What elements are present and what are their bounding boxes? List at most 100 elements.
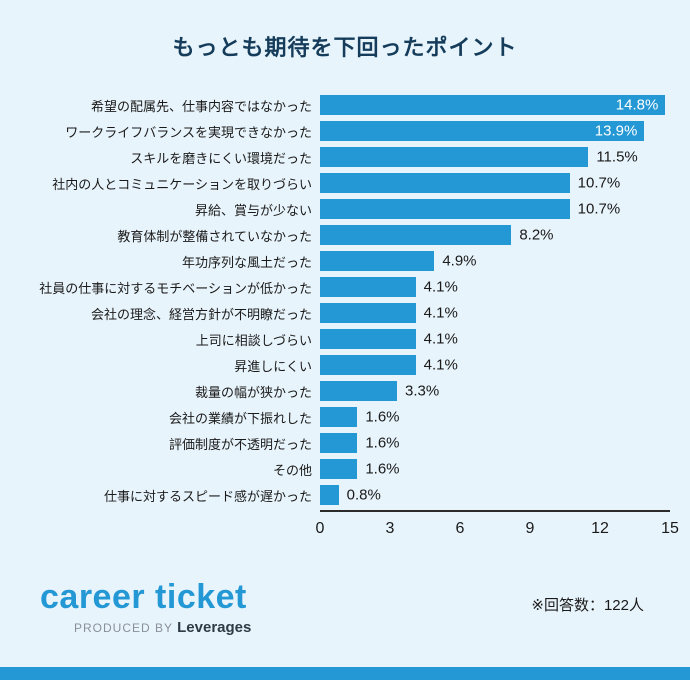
x-tick-label: 9 xyxy=(525,520,535,537)
value-label: 1.6% xyxy=(365,408,400,426)
category-label: 年功序列な風土だった xyxy=(181,254,312,270)
category-label: 教育体制が整備されていなかった xyxy=(117,228,312,244)
bar xyxy=(320,173,570,193)
category-label: 会社の業績が下振れした xyxy=(168,410,312,426)
value-label: 14.8% xyxy=(615,96,659,114)
chart-row: スキルを磨きにくい環境だった 11.5% xyxy=(8,144,670,170)
bar-track: 10.7% xyxy=(320,199,670,219)
chart-row: 社内の人とコミュニケーションを取りづらい 10.7% xyxy=(8,170,670,196)
bar xyxy=(320,433,358,453)
bar-track: 4.1% xyxy=(320,329,670,349)
chart-row: 仕事に対するスピード感が遅かった 0.8% xyxy=(8,482,670,508)
bar xyxy=(320,407,358,427)
bar xyxy=(320,277,416,297)
bar-track: 8.2% xyxy=(320,225,670,245)
category-label: 昇進しにくい xyxy=(234,358,312,374)
bar-track: 1.6% xyxy=(320,459,670,479)
category-label: 上司に相談しづらい xyxy=(195,332,312,348)
bar xyxy=(320,355,416,375)
category-label: 昇給、賞与が少ない xyxy=(194,202,312,218)
value-label: 3.3% xyxy=(405,382,440,400)
chart-row: 評価制度が不透明だった 1.6% xyxy=(8,430,670,456)
category-label: ワークライフバランスを実現できなかった xyxy=(65,124,312,140)
x-tick-label: 0 xyxy=(315,520,325,537)
bar-track: 14.8% xyxy=(320,95,670,115)
bar-chart: 希望の配属先、仕事内容ではなかった 14.8% ワークライフバランスを実現できなかっ… xyxy=(8,92,679,546)
x-tick-label: 15 xyxy=(661,520,679,537)
bar xyxy=(320,225,512,245)
value-label: 10.7% xyxy=(577,174,621,192)
career-ticket-logo: career ticket PRODUCED BY Leverages xyxy=(40,580,251,635)
category-label: 社内の人とコミュニケーションを取りづらい xyxy=(52,176,312,192)
chart-row: 裁量の幅が狭かった 3.3% xyxy=(8,378,670,404)
bar-track: 13.9% xyxy=(320,121,670,141)
bar-track: 0.8% xyxy=(320,485,670,505)
bar xyxy=(320,329,416,349)
chart-row: その他 1.6% xyxy=(8,456,670,482)
value-label: 8.2% xyxy=(519,226,554,244)
chart-rows: 希望の配属先、仕事内容ではなかった 14.8% ワークライフバランスを実現できなかっ… xyxy=(8,92,670,508)
bar-track: 11.5% xyxy=(320,147,670,167)
value-label: 10.7% xyxy=(577,200,621,218)
bar xyxy=(320,381,397,401)
bar xyxy=(320,459,358,479)
category-label: 評価制度が不透明だった xyxy=(168,436,312,452)
x-axis: 0 3 6 9 12 15 xyxy=(316,510,679,546)
chart-row: 社員の仕事に対するモチベーションが低かった 4.1% xyxy=(8,274,670,300)
value-label: 0.8% xyxy=(346,486,381,504)
category-label: 仕事に対するスピード感が遅かった xyxy=(103,488,312,504)
category-label: その他 xyxy=(272,462,312,478)
chart-row: 会社の理念、経営方針が不明瞭だった 4.1% xyxy=(8,300,670,326)
bar xyxy=(320,147,589,167)
value-label: 4.1% xyxy=(423,304,458,322)
x-axis-row: 0 3 6 9 12 15 xyxy=(8,510,679,546)
bar: 13.9% xyxy=(320,121,645,141)
logo-subtext: PRODUCED BY Leverages xyxy=(40,620,251,635)
axis-spacer xyxy=(8,510,320,546)
value-label: 4.1% xyxy=(423,356,458,374)
bar-track: 4.9% xyxy=(320,251,670,271)
value-label: 13.9% xyxy=(594,122,638,140)
chart-row: 昇進しにくい 4.1% xyxy=(8,352,670,378)
bar-track: 4.1% xyxy=(320,277,670,297)
x-tick-label: 3 xyxy=(385,520,395,537)
category-label: 社員の仕事に対するモチベーションが低かった xyxy=(39,280,312,296)
category-label: 希望の配属先、仕事内容ではなかった xyxy=(90,98,312,114)
category-label: スキルを磨きにくい環境だった xyxy=(130,150,312,166)
logo-text: career ticket xyxy=(40,578,247,616)
bar-track: 4.1% xyxy=(320,303,670,323)
value-label: 4.1% xyxy=(423,330,458,348)
bottom-accent-strip xyxy=(0,667,690,680)
x-tick-label: 12 xyxy=(591,520,609,537)
chart-row: 昇給、賞与が少ない 10.7% xyxy=(8,196,670,222)
bar xyxy=(320,303,416,323)
category-label: 会社の理念、経営方針が不明瞭だった xyxy=(90,306,312,322)
value-label: 4.1% xyxy=(423,278,458,296)
category-label: 裁量の幅が狭かった xyxy=(194,384,312,400)
bar-track: 10.7% xyxy=(320,173,670,193)
bar: 14.8% xyxy=(320,95,666,115)
bar xyxy=(320,199,570,219)
chart-row: ワークライフバランスを実現できなかった 13.9% xyxy=(8,118,670,144)
chart-row: 上司に相談しづらい 4.1% xyxy=(8,326,670,352)
respondent-count-note: ※回答数：122人 xyxy=(531,597,644,614)
chart-title: もっとも期待を下回ったポイント xyxy=(172,35,518,60)
bar-track: 4.1% xyxy=(320,355,670,375)
bar xyxy=(320,251,435,271)
chart-row: 教育体制が整備されていなかった 8.2% xyxy=(8,222,670,248)
chart-row: 会社の業績が下振れした 1.6% xyxy=(8,404,670,430)
bar-track: 1.6% xyxy=(320,407,670,427)
bar xyxy=(320,485,339,505)
value-label: 11.5% xyxy=(596,148,638,166)
value-label: 1.6% xyxy=(365,460,400,478)
value-label: 1.6% xyxy=(365,434,400,452)
footer: career ticket PRODUCED BY Leverages ※回答数… xyxy=(0,580,690,635)
chart-row: 希望の配属先、仕事内容ではなかった 14.8% xyxy=(8,92,670,118)
value-label: 4.9% xyxy=(442,252,477,270)
producer-name: Leverages xyxy=(177,619,252,636)
chart-row: 年功序列な風土だった 4.9% xyxy=(8,248,670,274)
bar-track: 1.6% xyxy=(320,433,670,453)
produced-by-label: PRODUCED BY xyxy=(74,621,173,635)
x-tick-label: 6 xyxy=(455,520,465,537)
